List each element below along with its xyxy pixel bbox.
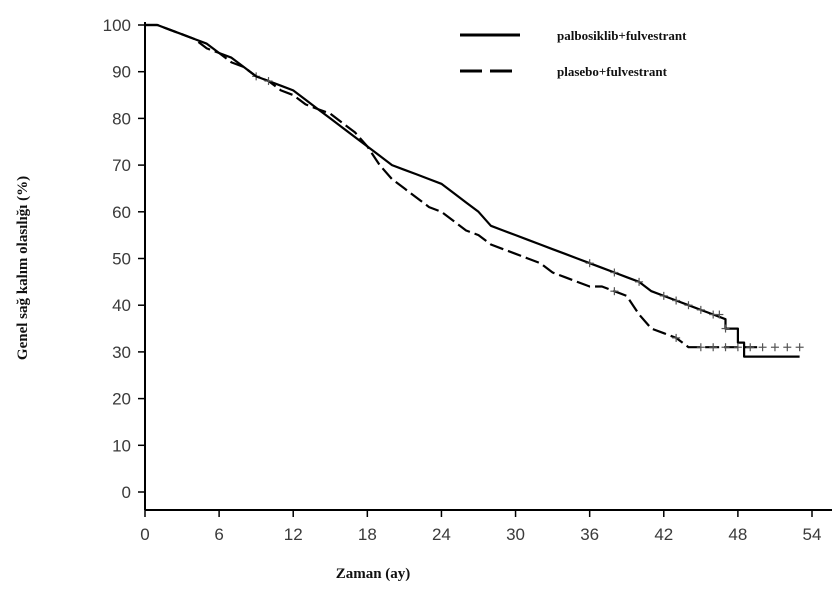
x-tick-label: 30: [506, 525, 525, 544]
series-palbosiklib-fulvestrant: [145, 23, 800, 358]
x-axis-title: Zaman (ay): [336, 566, 411, 582]
x-tick-label: 36: [580, 525, 599, 544]
x-tick-label: 42: [654, 525, 673, 544]
y-tick-label: 70: [112, 156, 131, 175]
series-layer: [145, 23, 804, 358]
x-tick-label: 54: [803, 525, 822, 544]
y-tick-label: 100: [103, 16, 131, 35]
y-tick-label: 20: [112, 390, 131, 409]
y-tick-label: 0: [122, 483, 131, 502]
axes-layer: [144, 22, 832, 511]
y-tick-label: 80: [112, 109, 131, 128]
series-line: [145, 23, 763, 349]
legend: palbosiklib+fulvestrant plasebo+fulvestra…: [460, 28, 687, 79]
y-tick-label: 60: [112, 203, 131, 222]
y-axis-title: Genel sağ kalım olasılığı (%): [15, 176, 31, 360]
y-tick-label: 90: [112, 63, 131, 82]
x-tick-label: 0: [140, 525, 149, 544]
y-tick-label: 10: [112, 436, 131, 455]
legend-label: plasebo+fulvestrant: [557, 64, 668, 79]
legend-label: palbosiklib+fulvestrant: [557, 28, 687, 43]
legend-entry: palbosiklib+fulvestrant: [460, 28, 687, 43]
x-tick-label: 48: [728, 525, 747, 544]
y-tick-label: 40: [112, 296, 131, 315]
ticks-layer: 0 10 20 30 40 50 60 70 80 90 100 0 6 12 18 24 30 36 42 48 54: [103, 16, 822, 544]
y-tick-label: 50: [112, 250, 131, 269]
y-tick-label: 30: [112, 343, 131, 362]
series-plasebo-fulvestrant: [145, 23, 804, 352]
x-tick-label: 18: [358, 525, 377, 544]
x-tick-label: 12: [284, 525, 303, 544]
x-tick-label: 24: [432, 525, 451, 544]
x-tick-label: 6: [214, 525, 223, 544]
legend-entry: plasebo+fulvestrant: [460, 64, 668, 79]
